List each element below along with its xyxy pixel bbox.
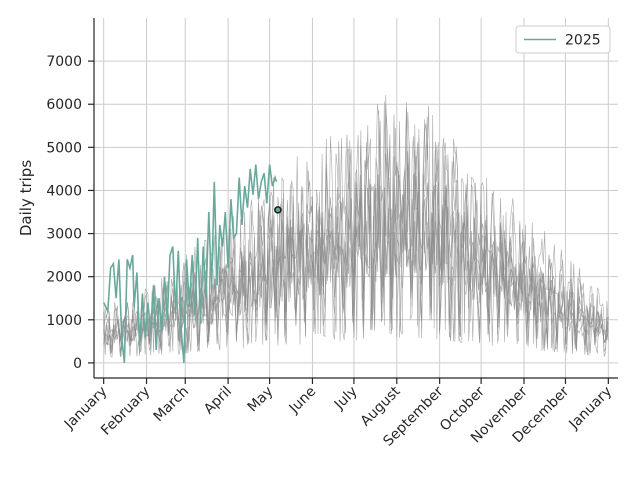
y-tick-label-4: 4000 (46, 183, 82, 199)
x-tick-label-4: May (245, 384, 277, 416)
x-tick-label-6: July (331, 384, 361, 414)
y-tick-label-1: 1000 (46, 313, 82, 329)
y-tick-label-0: 0 (73, 356, 82, 372)
x-tick-label-2: March (151, 384, 192, 425)
y-tick-label-6: 6000 (46, 97, 82, 113)
y-tick-label-3: 3000 (46, 227, 82, 243)
y-tick-labels: 0 1000 2000 3000 4000 5000 6000 7000 (46, 54, 94, 372)
latest-point-marker (274, 206, 282, 214)
legend: 2025 (515, 25, 611, 54)
y-tick-label-2: 2000 (46, 270, 82, 286)
historical-series (103, 94, 609, 358)
y-tick-label-5: 5000 (46, 140, 82, 156)
y-tick-label-7: 7000 (46, 54, 82, 70)
x-tick-label-3: April (201, 384, 235, 418)
legend-box (515, 25, 611, 54)
historical-year-line-6 (103, 104, 609, 354)
historical-year-line-7 (103, 169, 609, 357)
series-line-2025 (102, 164, 278, 363)
x-tick-label-12: January (566, 384, 616, 434)
axes (93, 18, 618, 379)
y-axis-label: Daily trips (17, 160, 35, 236)
legend-label: 2025 (565, 33, 601, 49)
x-tick-label-5: June (286, 384, 320, 418)
historical-year-line-5 (103, 171, 609, 358)
historical-year-line-8 (103, 163, 609, 357)
current-series (102, 164, 282, 363)
